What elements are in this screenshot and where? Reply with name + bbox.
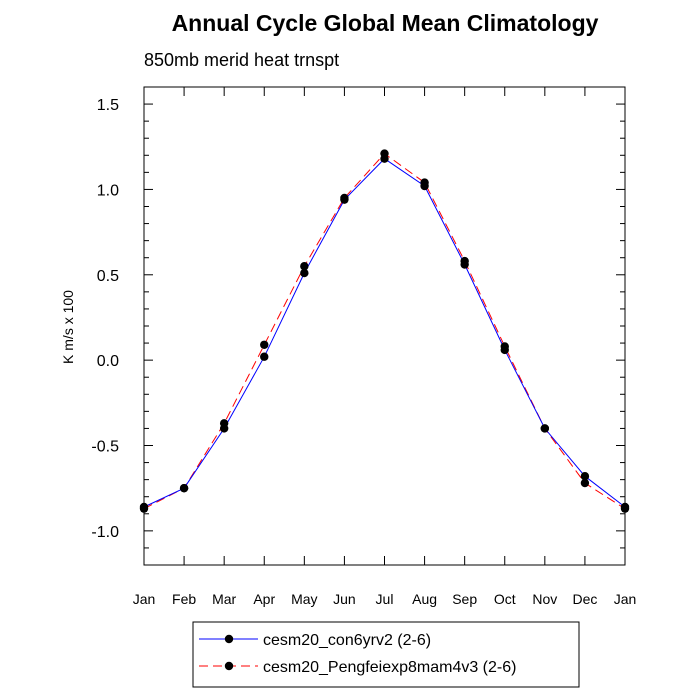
y-tick-label: 1.0 <box>97 182 119 199</box>
x-tick-label: Jan <box>133 591 156 607</box>
y-tick-label: -1.0 <box>91 524 119 541</box>
data-point <box>300 268 309 278</box>
y-tick-label: -0.5 <box>91 439 119 456</box>
chart-subtitle: 850mb merid heat trnspt <box>144 50 339 70</box>
x-tick-label: Apr <box>253 591 275 607</box>
data-point <box>219 419 229 428</box>
x-tick-label: Jan <box>614 591 637 607</box>
data-point <box>620 504 630 513</box>
chart-title: Annual Cycle Global Mean Climatology <box>172 10 599 36</box>
x-tick-label: Sep <box>452 591 477 607</box>
x-tick-label: Dec <box>572 591 597 607</box>
x-tick-label: Aug <box>412 591 437 607</box>
data-point <box>139 504 149 513</box>
data-point <box>300 262 309 271</box>
legend-frame <box>192 621 580 688</box>
legend-label: cesm20_con6yrv2 (2-6) <box>263 632 431 649</box>
legend-marker <box>224 661 234 671</box>
data-point <box>580 478 590 488</box>
x-axis: Jan Feb Mar Apr May Jun Jul Aug Sep Oct Nov Dec Jan <box>133 87 637 607</box>
y-axis: -1.0 -0.5 0.0 0.5 1.0 1.5 <box>91 86 625 566</box>
x-tick-label: Mar <box>212 591 236 607</box>
series-line <box>143 158 626 508</box>
data-point <box>260 352 269 361</box>
y-tick-label: 1.5 <box>97 97 119 114</box>
data-point <box>179 483 189 493</box>
data-point <box>380 149 389 158</box>
y-tick-label: 0.0 <box>97 353 119 370</box>
data-point <box>580 472 590 481</box>
y-axis-label: K m/s x 100 <box>60 290 76 364</box>
x-tick-label: Oct <box>494 591 516 607</box>
x-tick-label: Nov <box>532 591 557 607</box>
data-point <box>460 256 469 266</box>
x-tick-label: Jun <box>333 591 356 607</box>
legend-marker <box>224 634 234 644</box>
y-tick-label: 0.5 <box>97 268 119 285</box>
data-point <box>540 424 550 433</box>
x-tick-label: Feb <box>172 591 196 607</box>
data-point <box>420 178 429 187</box>
data-point <box>260 340 269 349</box>
series-line <box>143 152 626 510</box>
data-point <box>340 193 349 203</box>
series-layer <box>139 149 630 513</box>
legend-label: cesm20_Pengfeiexp8mam4v3 (2-6) <box>263 659 516 676</box>
x-tick-label: Jul <box>376 591 394 607</box>
legend: cesm20_con6yrv2 (2-6) cesm20_Pengfeiexp8m… <box>192 621 580 688</box>
x-tick-label: May <box>291 591 317 607</box>
data-point <box>500 342 509 351</box>
